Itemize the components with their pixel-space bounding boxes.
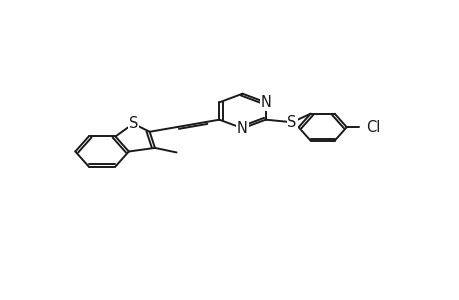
Text: S: S (287, 115, 296, 130)
Text: Cl: Cl (365, 120, 379, 135)
Text: S: S (129, 116, 138, 131)
Text: N: N (260, 95, 270, 110)
Text: N: N (236, 121, 247, 136)
